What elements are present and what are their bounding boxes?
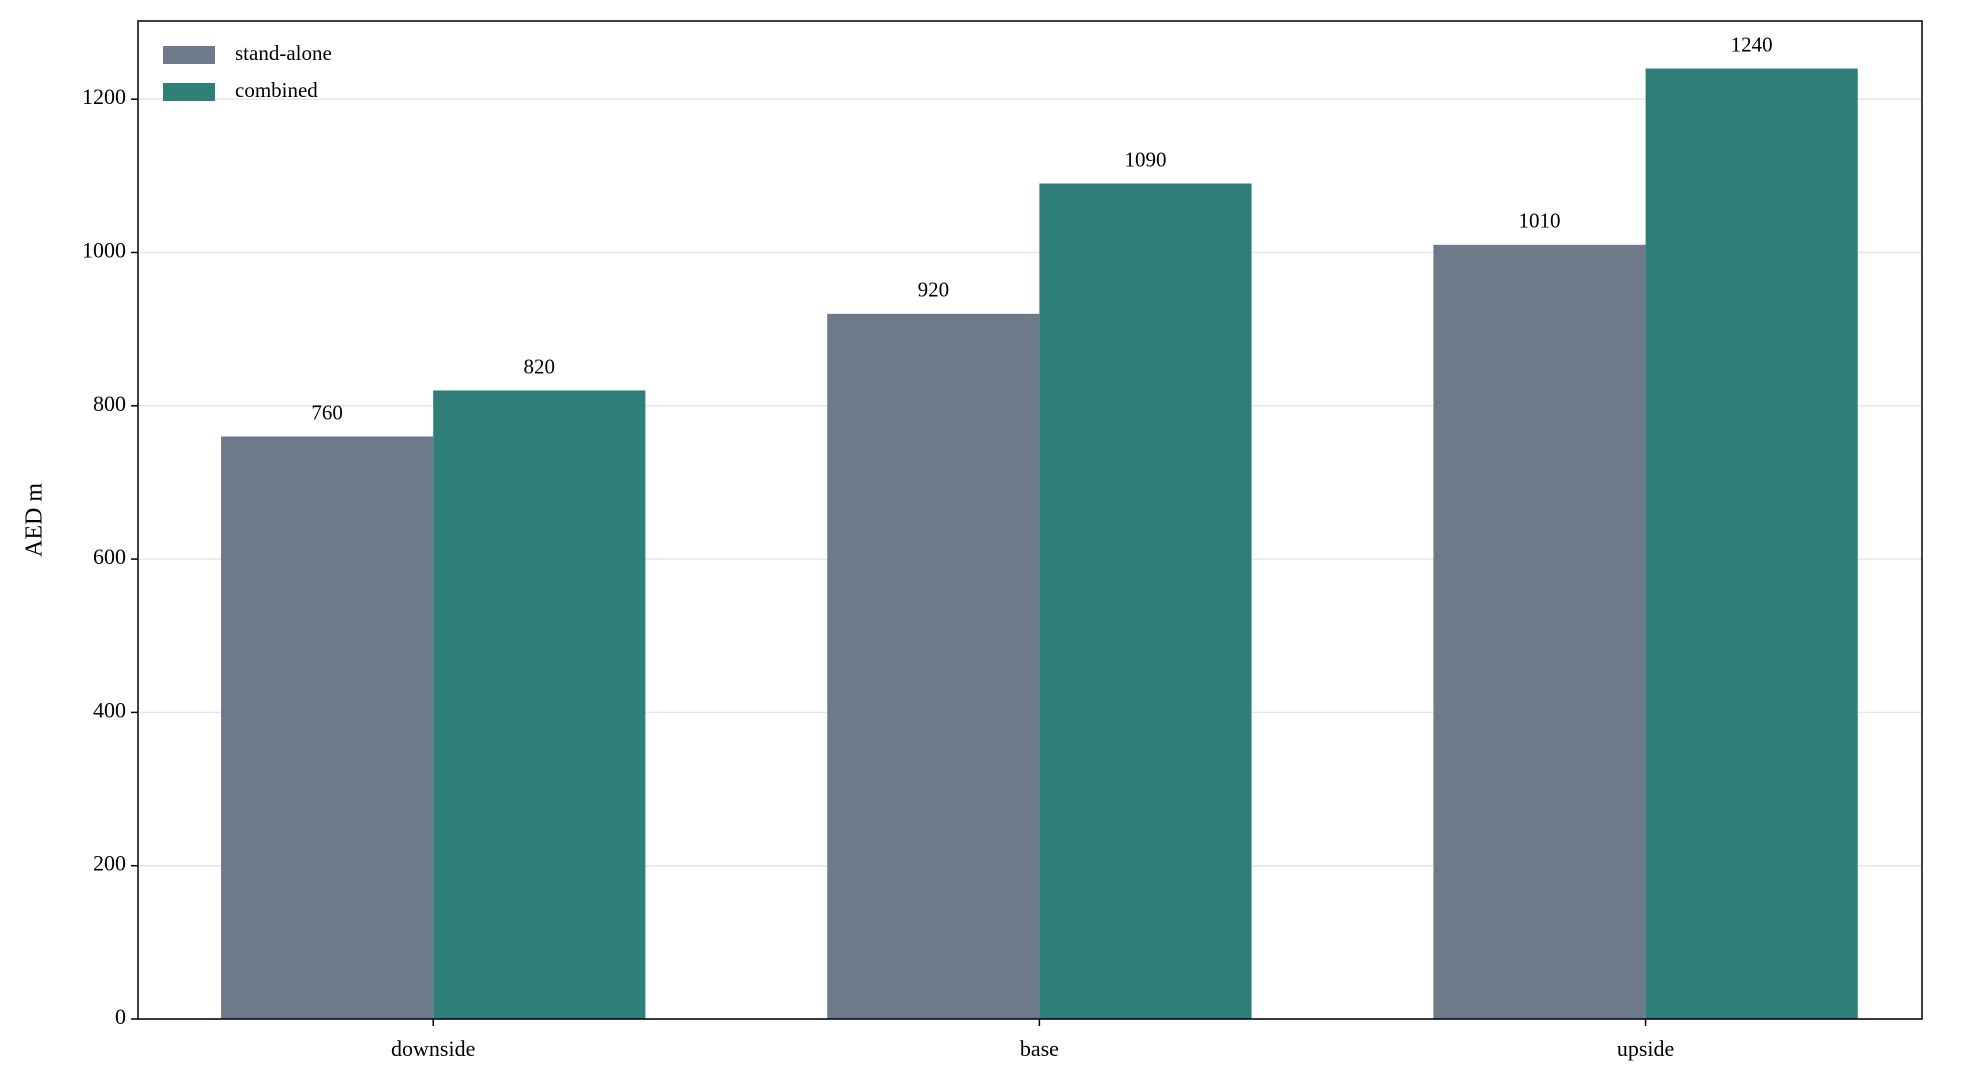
- x-tick-label: upside: [1617, 1036, 1674, 1061]
- value-label: 820: [524, 354, 556, 378]
- bar: [433, 390, 646, 1019]
- bar: [221, 436, 434, 1019]
- legend-swatch: [163, 46, 215, 64]
- y-tick-label: 1200: [82, 84, 126, 109]
- x-tick-label: downside: [391, 1036, 475, 1061]
- value-label: 1010: [1518, 209, 1560, 233]
- y-tick-label: 800: [93, 391, 126, 416]
- y-tick-label: 0: [115, 1004, 126, 1029]
- bar: [1039, 183, 1252, 1020]
- value-label: 760: [311, 400, 343, 424]
- bar: [827, 313, 1040, 1019]
- bar: [1433, 244, 1646, 1020]
- value-label: 920: [918, 278, 950, 302]
- y-axis-label: AED m: [22, 483, 48, 557]
- value-label: 1240: [1731, 32, 1773, 56]
- y-tick-label: 600: [93, 544, 126, 569]
- value-label: 1090: [1124, 147, 1166, 171]
- bar: [1645, 68, 1858, 1020]
- x-tick-label: base: [1020, 1036, 1059, 1061]
- y-tick-label: 400: [93, 697, 126, 722]
- y-tick-label: 200: [93, 851, 126, 876]
- legend-label: combined: [235, 78, 318, 102]
- plot-frame: [137, 20, 1923, 1020]
- legend-label: stand-alone: [235, 41, 332, 65]
- legend-swatch: [163, 83, 215, 101]
- y-tick-label: 1000: [82, 238, 126, 263]
